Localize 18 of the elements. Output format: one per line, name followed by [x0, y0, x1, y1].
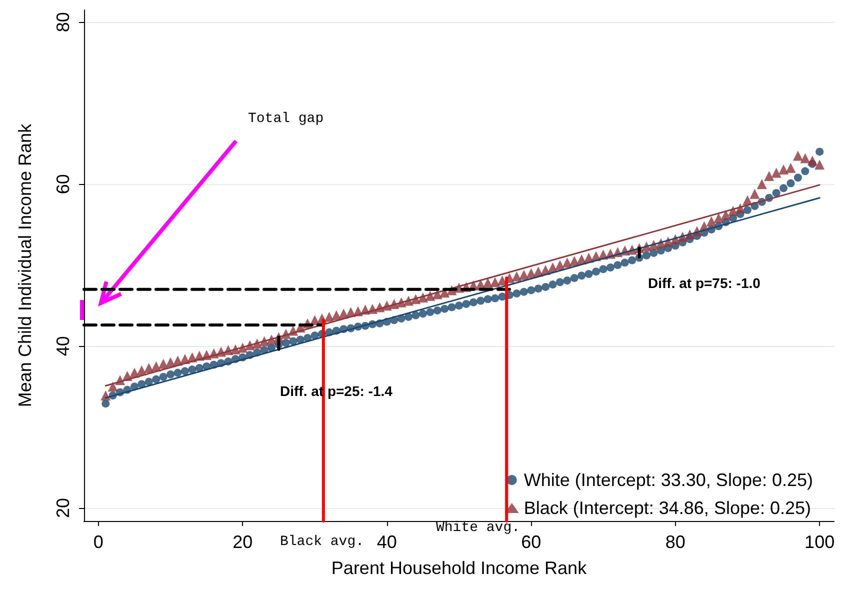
y-tick-label: 20 — [53, 498, 73, 518]
x-tick-label: 100 — [804, 532, 835, 552]
x-tick-label: 0 — [93, 532, 104, 552]
x-tick-label: 80 — [665, 532, 686, 552]
legend-label: White (Intercept: 33.30, Slope: 0.25) — [524, 470, 814, 490]
x-tick-label: 20 — [232, 532, 253, 552]
text: Black avg. — [280, 534, 364, 550]
annotation: White avg. — [436, 520, 520, 536]
y-axis-title: Mean Child Individual Income Rank — [15, 122, 35, 408]
y-tick-label: 80 — [53, 12, 73, 32]
x-tick-label: 40 — [376, 532, 397, 552]
x-axis-title: Parent Household Income Rank — [331, 558, 588, 578]
y-tick-label: 60 — [53, 174, 73, 194]
annotation: Diff. at p=75: -1.0 — [648, 275, 761, 291]
annotation: Total gap — [248, 111, 324, 127]
x-tick-label: 60 — [521, 532, 542, 552]
legend-label: Black (Intercept: 34.86, Slope: 0.25) — [524, 498, 812, 518]
y-tick-label: 40 — [53, 336, 73, 356]
